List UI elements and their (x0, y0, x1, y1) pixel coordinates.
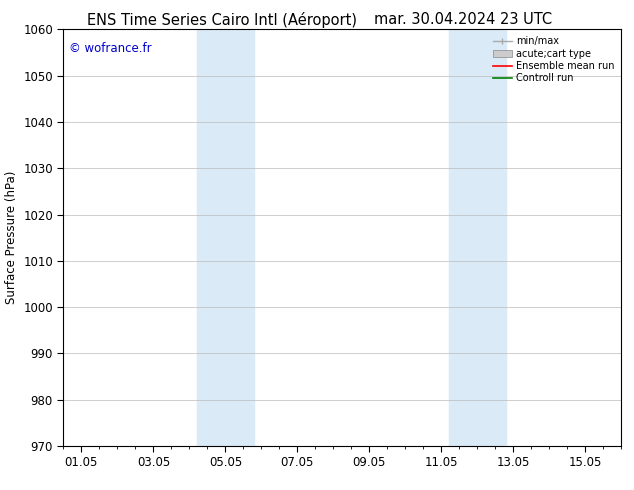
Y-axis label: Surface Pressure (hPa): Surface Pressure (hPa) (4, 171, 18, 304)
Bar (448, 29, 506, 446)
Text: ENS Time Series Cairo Intl (Aéroport): ENS Time Series Cairo Intl (Aéroport) (87, 12, 357, 28)
Bar (197, 29, 254, 446)
Text: © wofrance.fr: © wofrance.fr (69, 42, 152, 55)
Legend: min/max, acute;cart type, Ensemble mean run, Controll run: min/max, acute;cart type, Ensemble mean … (491, 34, 616, 85)
Text: mar. 30.04.2024 23 UTC: mar. 30.04.2024 23 UTC (374, 12, 552, 27)
